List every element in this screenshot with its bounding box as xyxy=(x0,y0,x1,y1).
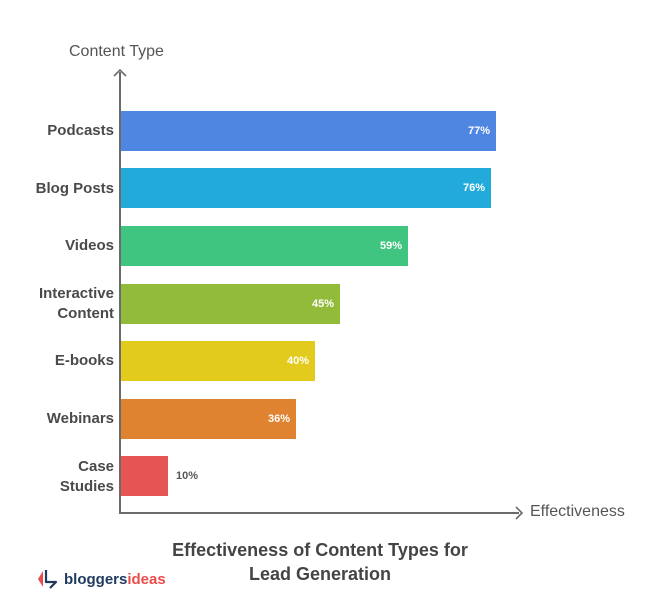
y-axis xyxy=(119,72,121,514)
value-label: 40% xyxy=(286,355,309,367)
y-axis-title: Content Type xyxy=(69,43,164,60)
category-label-interactive-content: Interactive Content xyxy=(4,284,114,324)
category-label-blog-posts: Blog Posts xyxy=(35,180,114,197)
bar-videos: 59% xyxy=(121,226,408,266)
brand-name-part1: bloggers xyxy=(64,570,128,588)
chart-title-line: Effectiveness of Content Types for xyxy=(172,540,468,560)
bar-e-books: 40% xyxy=(121,341,315,381)
value-label: 77% xyxy=(467,125,490,137)
x-axis xyxy=(119,512,519,514)
value-label: 76% xyxy=(462,182,485,194)
y-axis-arrow-icon xyxy=(113,68,127,77)
chart-title: Effectiveness of Content Types for Lead … xyxy=(0,538,640,586)
category-label-e-books: E-books xyxy=(54,352,114,369)
bar-podcasts: 77% xyxy=(121,111,496,151)
category-label-line: Case xyxy=(78,458,114,475)
category-label-videos: Videos xyxy=(65,237,114,254)
chart-title-line: Lead Generation xyxy=(248,564,392,584)
value-label: 59% xyxy=(379,240,402,252)
bloggersideas-logo-icon xyxy=(38,570,58,589)
bar-interactive-content: 45% xyxy=(121,284,340,324)
value-label: 36% xyxy=(267,413,290,425)
x-axis-arrow-icon xyxy=(515,506,524,520)
brand-name-part2: ideas xyxy=(127,570,166,588)
x-axis-title: Effectiveness xyxy=(530,503,625,520)
category-label-line: Interactive xyxy=(38,285,114,302)
value-label: 10% xyxy=(176,470,199,482)
category-label-webinars: Webinars xyxy=(46,410,114,427)
category-label-case-studies: Case Studies xyxy=(4,457,114,497)
category-label-line: Content xyxy=(57,305,114,322)
bar-blog-posts: 76% xyxy=(121,168,491,208)
category-label-line: Studies xyxy=(59,478,114,495)
category-label-podcasts: Podcasts xyxy=(47,122,114,139)
bar-case-studies xyxy=(121,456,168,496)
value-label: 45% xyxy=(311,298,334,310)
brand-logo: bloggers ideas xyxy=(36,568,166,590)
bar-webinars: 36% xyxy=(121,399,296,439)
